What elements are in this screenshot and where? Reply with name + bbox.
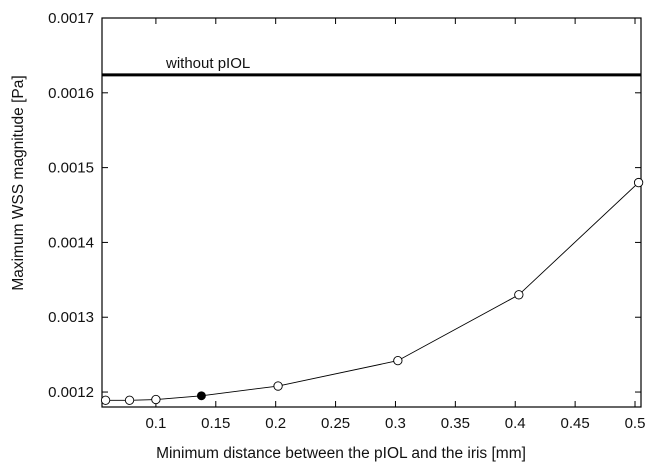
data-point: [273, 381, 283, 391]
y-tick-label: 0.0012: [48, 384, 94, 401]
y-tick-label: 0.0014: [48, 234, 94, 251]
x-tick-label: 0.2: [265, 415, 286, 432]
data-point-highlighted: [196, 391, 206, 401]
y-tick-label: 0.0013: [48, 309, 94, 326]
y-axis-ticks: 0.0012 0.0013 0.0014 0.0015 0.0016 0.0017: [48, 10, 641, 401]
plot-frame: [101, 17, 642, 408]
data-point: [124, 395, 135, 405]
axes: [101, 17, 642, 408]
x-tick-label: 0.1: [145, 415, 166, 432]
x-tick-label: 0.15: [201, 415, 230, 432]
series-line: [105, 182, 639, 401]
x-tick-label: 0.4: [505, 415, 526, 432]
x-tick-label: 0.25: [321, 415, 350, 432]
x-tick-label: 0.35: [441, 415, 470, 432]
data-point: [100, 395, 111, 405]
y-axis-label: Maximum WSS magnitude [Pa]: [10, 75, 27, 290]
data-point: [151, 394, 161, 405]
y-tick-label: 0.0016: [48, 85, 94, 102]
data-point: [514, 290, 524, 300]
reference-line-group: without pIOL: [102, 55, 641, 77]
x-tick-label: 0.5: [625, 415, 646, 432]
x-tick-label: 0.45: [561, 415, 590, 432]
data-point: [633, 177, 644, 188]
x-tick-label: 0.3: [385, 415, 406, 432]
series-group: [100, 177, 644, 405]
x-axis-label: Minimum distance between the pIOL and th…: [156, 445, 526, 462]
y-tick-label: 0.0015: [48, 160, 94, 177]
data-point: [393, 355, 403, 366]
y-tick-label: 0.0017: [48, 10, 94, 27]
x-axis-ticks: 0.1 0.15 0.2 0.25 0.3 0.35 0.4 0.45 0.5: [145, 18, 645, 432]
reference-line-label: without pIOL: [165, 55, 250, 72]
